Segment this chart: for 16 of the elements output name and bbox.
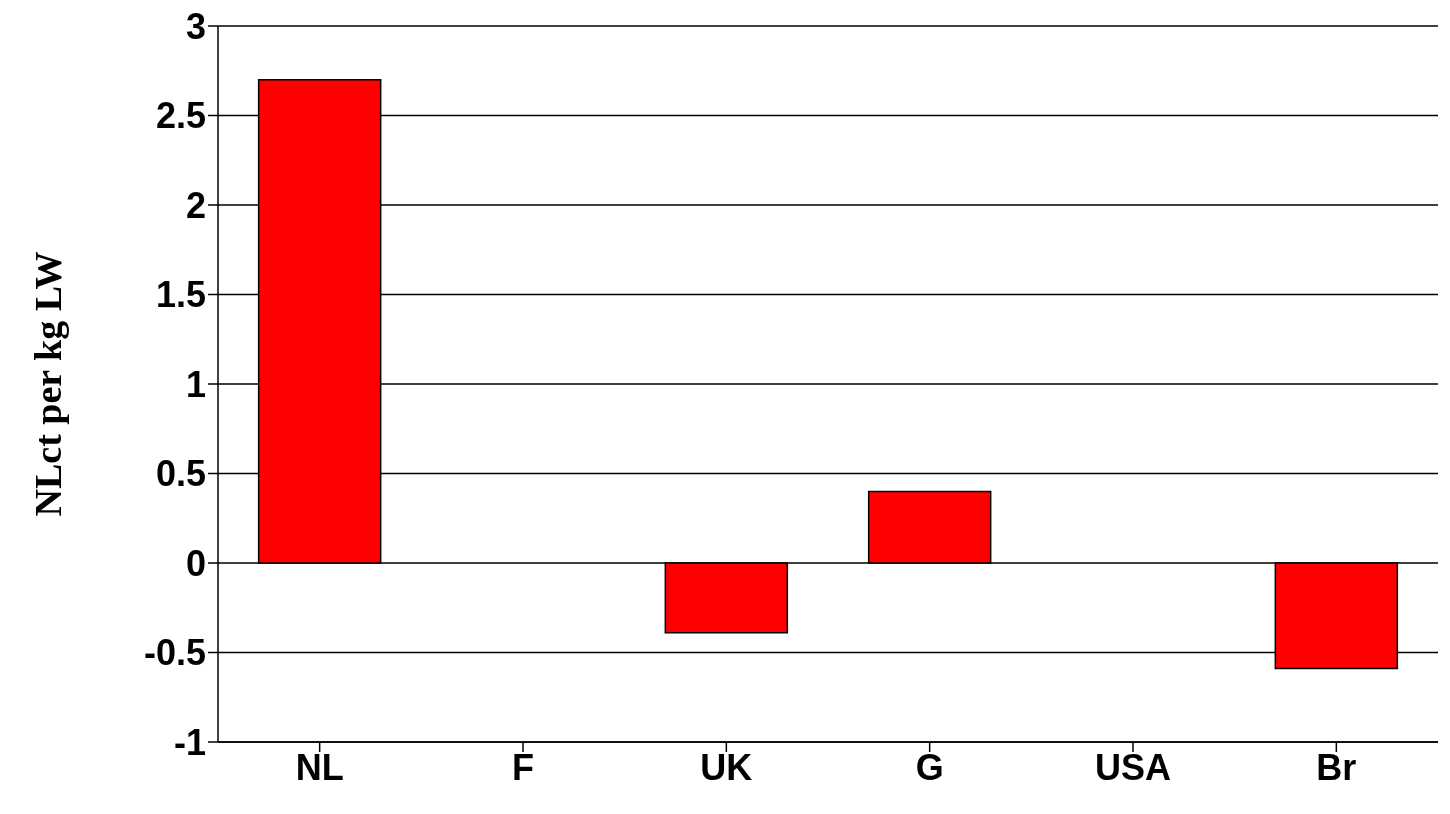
y-tick-label: 0.5	[155, 453, 206, 495]
y-tick-label: -0.5	[143, 632, 206, 674]
x-tick-label: Br	[1316, 746, 1357, 788]
y-tick-label: 2.5	[155, 95, 206, 137]
x-tick-label: UK	[700, 746, 753, 788]
x-tick-label: NL	[295, 746, 344, 788]
y-tick-label: 3	[185, 5, 206, 47]
y-tick-label: 2	[185, 184, 206, 226]
y-axis-title: NLct per kg LW	[27, 251, 70, 517]
y-tick-label: 0	[185, 542, 206, 584]
x-tick-label: F	[512, 746, 534, 788]
x-tick-label: USA	[1094, 746, 1172, 788]
y-tick-label: 1	[185, 363, 206, 405]
x-tick-label: G	[915, 746, 944, 788]
y-tick-label: 1.5	[155, 274, 206, 316]
y-tick-label: -1	[173, 721, 206, 763]
